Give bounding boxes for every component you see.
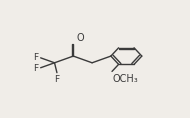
Text: O: O <box>76 33 84 43</box>
Text: OCH₃: OCH₃ <box>113 74 139 84</box>
Text: F: F <box>54 75 59 84</box>
Text: F: F <box>33 64 38 73</box>
Text: F: F <box>33 53 38 62</box>
